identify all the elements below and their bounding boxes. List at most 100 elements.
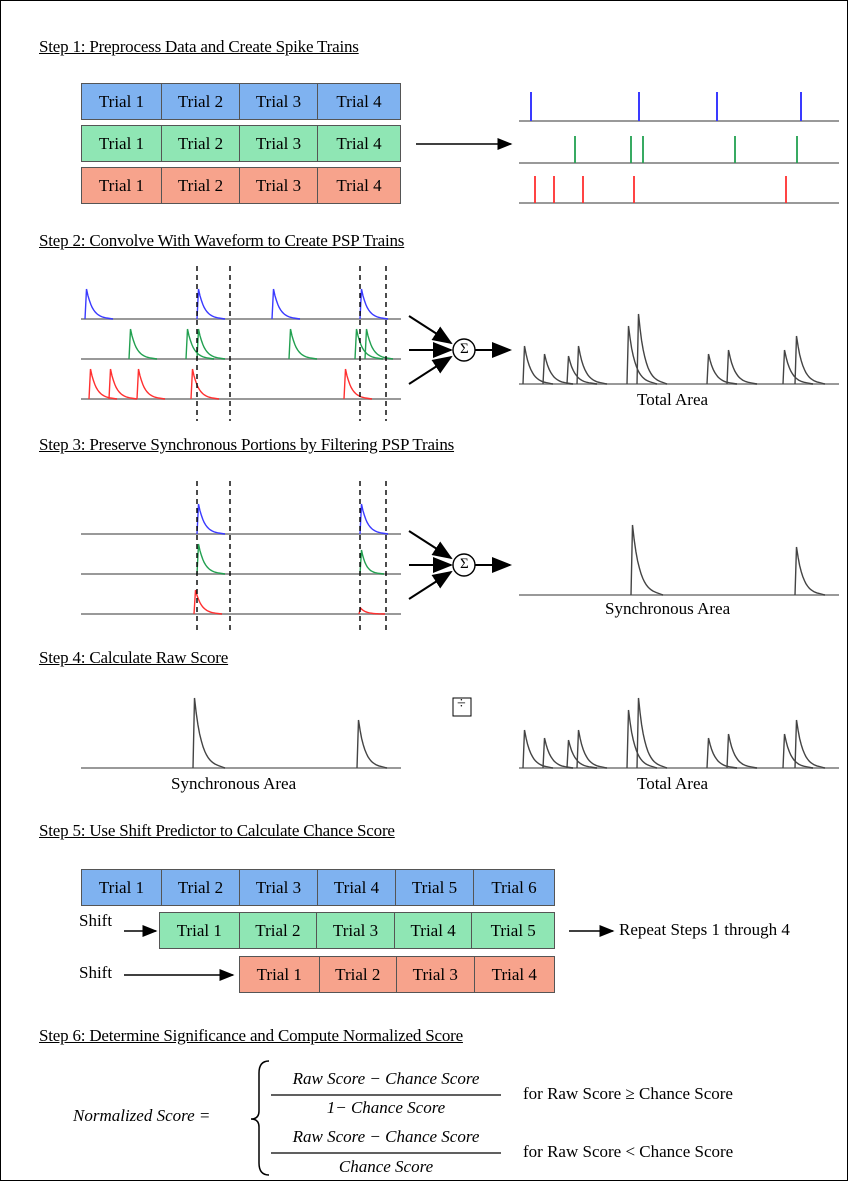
spike-trains [519,92,839,204]
synchronous-peak [794,546,826,596]
trial-cell: Trial 1 [82,870,162,905]
total-area-waveform-step4 [519,697,839,769]
psp-waveform [359,549,385,575]
summed-waveform [566,355,598,385]
trial-cell: Trial 3 [397,957,475,992]
step5-row-3: Trial 1 Trial 2 Trial 3 Trial 4 [239,956,555,993]
psp-waveform [364,328,394,360]
step1-row-blue: Trial 1 Trial 2 Trial 3 Trial 4 [81,83,401,120]
condition-1: for Raw Score ≥ Chance Score [523,1084,733,1103]
shift-label-2: Shift [79,963,113,982]
total-area-waveform-step2 [519,313,839,385]
input-arrow [408,315,453,345]
summation-step2 [408,315,512,385]
psp-waveform [196,328,226,360]
psp-waveform [343,368,373,400]
numerator-1: Raw Score − Chance Score [292,1069,480,1088]
summed-waveform [566,739,598,769]
summed-waveform [626,709,658,769]
summed-waveform [522,345,554,385]
trial-cell: Trial 1 [240,957,320,992]
trial-cell: Trial 1 [82,126,162,161]
psp-waveform [196,503,226,535]
psp-waveform [359,288,389,320]
synchronous-area-label-step4: Synchronous Area [171,774,297,793]
formula-lhs: Normalized Score = [73,1106,211,1125]
psp-trains-step2 [81,266,401,421]
psp-waveform [128,328,158,360]
trial-cell: Trial 4 [394,913,473,948]
psp-waveform [190,368,220,400]
synchronous-peak [192,697,226,769]
trial-cell: Trial 4 [318,870,396,905]
psp-waveform [288,328,318,360]
total-area-label-step2: Total Area [637,390,709,409]
synchronous-peak [630,524,664,596]
trial-cell: Trial 3 [240,168,318,203]
summed-waveform [636,313,668,385]
repeat-label: Repeat Steps 1 through 4 [619,920,790,939]
step5-row-1: Trial 1 Trial 2 Trial 3 Trial 4 Trial 5 … [81,869,555,906]
psp-waveform [358,606,386,615]
summed-waveform [726,733,758,769]
psp-waveform [193,589,223,615]
summed-waveform [794,719,826,769]
psp-waveform [84,288,114,320]
synchronous-waveform-step3 [519,524,839,596]
step5-heading: Step 5: Use Shift Predictor to Calculate… [39,821,395,840]
step5-row-2: Trial 1 Trial 2 Trial 3 Trial 4 Trial 5 [159,912,555,949]
shift-label-1: Shift [79,911,113,930]
numerator-2: Raw Score − Chance Score [292,1127,480,1146]
divide-symbol: ÷ [457,695,466,712]
trial-cell: Trial 3 [240,126,318,161]
trial-cell: Trial 1 [160,913,240,948]
summed-waveform [542,737,574,769]
summed-waveform [706,737,738,769]
summed-waveform [782,349,814,385]
step3-heading: Step 3: Preserve Synchronous Portions by… [39,435,455,454]
step1-row-green: Trial 1 Trial 2 Trial 3 Trial 4 [81,125,401,162]
trial-cell: Trial 1 [82,84,162,119]
total-area-label-step4: Total Area [637,774,709,793]
psp-waveform [271,288,301,320]
trial-cell: Trial 2 [162,168,240,203]
trial-cell: Trial 2 [162,870,240,905]
summed-waveform [706,353,738,385]
trial-cell: Trial 3 [240,870,318,905]
synchronous-waveform-step4 [81,697,401,769]
psp-trains-step3 [81,481,401,633]
psp-waveform [354,328,384,360]
trial-cell: Trial 2 [319,957,398,992]
summed-waveform [636,697,668,769]
sum-symbol-step3: Σ [460,556,469,572]
condition-2: for Raw Score < Chance Score [523,1142,734,1161]
synchronous-peak [356,719,388,769]
summed-waveform [782,733,814,769]
trial-cell: Trial 6 [474,870,554,905]
psp-waveform [196,288,226,320]
step2-heading: Step 2: Convolve With Waveform to Create… [39,231,405,250]
trial-cell: Trial 3 [317,913,395,948]
input-arrow [408,530,453,560]
trial-cell: Trial 4 [318,168,400,203]
synchronous-area-label-step3: Synchronous Area [605,599,731,618]
denominator-1: 1− Chance Score [326,1098,446,1117]
trial-cell: Trial 4 [318,84,400,119]
summed-waveform [626,325,658,385]
summed-waveform [794,335,826,385]
sum-symbol-step2: Σ [460,341,469,357]
trial-cell: Trial 4 [474,957,555,992]
summed-waveform [726,349,758,385]
step1-heading: Step 1: Preprocess Data and Create Spike… [39,37,359,56]
psp-waveform [359,503,389,535]
trial-cell: Trial 5 [472,913,554,948]
summation-step3 [408,530,512,600]
psp-waveform [88,368,118,400]
trial-cell: Trial 3 [240,84,318,119]
trial-cell: Trial 2 [162,84,240,119]
summed-waveform [522,729,554,769]
trial-cell: Trial 4 [318,126,400,161]
step6-heading: Step 6: Determine Significance and Compu… [39,1026,463,1045]
